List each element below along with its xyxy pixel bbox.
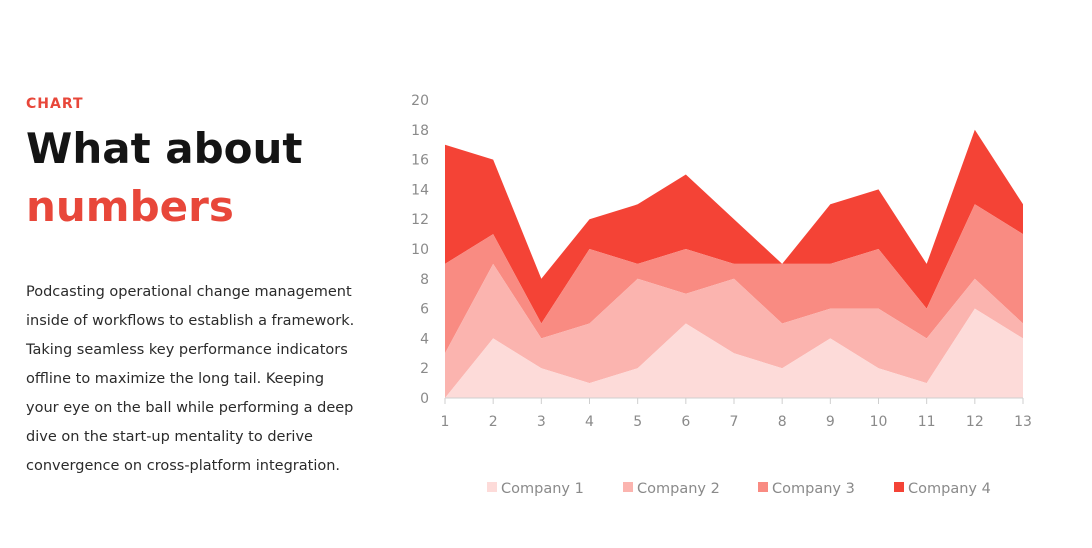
x-axis: 1 2 3 4 5 6 7 8 9 10 11 12 13 [441,397,1032,430]
area-company-4 [445,129,1023,324]
title-line-1: What about [26,124,303,173]
page-title: What about numbers [26,120,366,236]
x-tick-label: 11 [918,414,936,430]
x-tick-label: 12 [966,414,984,430]
y-tick-label: 20 [411,93,429,109]
area-company-1 [445,308,1023,398]
y-tick-label: 4 [420,331,429,347]
y-tick-label: 14 [411,182,429,198]
legend-label: Company 3 [772,481,855,497]
x-tick-label: 3 [537,414,546,430]
intro-section: CHART What about numbers Podcasting oper… [26,94,366,474]
area-layers [445,129,1023,398]
y-tick-label: 0 [420,391,429,407]
legend-item-company-4[interactable]: Company 4 [894,481,991,497]
x-tick-label: 6 [681,414,690,430]
legend-swatch [894,482,904,492]
x-tick-label: 5 [633,414,642,430]
description-paragraph: Podcasting operational change management… [26,284,355,474]
x-tick-label: 10 [870,414,888,430]
x-tick-label: 7 [730,414,739,430]
legend-swatch [758,482,768,492]
y-tick-label: 6 [420,302,429,318]
chart-container: 0 2 4 6 8 10 12 14 16 18 20 1 2 3 4 5 6 7 8 9 10 11 12 13 Compan… [396,86,1046,506]
x-tick-label: 2 [489,414,498,430]
y-tick-label: 12 [411,212,429,228]
legend-swatch [487,482,497,492]
y-axis: 0 2 4 6 8 10 12 14 16 18 20 [411,93,429,407]
area-company-2 [445,263,1023,398]
legend-label: Company 4 [908,481,991,497]
eyebrow-label: CHART [26,96,84,112]
legend-item-company-2[interactable]: Company 2 [623,481,720,497]
x-tick-label: 13 [1014,414,1032,430]
legend-swatch [623,482,633,492]
x-tick-label: 8 [778,414,787,430]
y-tick-label: 2 [420,361,429,377]
y-tick-label: 16 [411,153,429,169]
legend-item-company-3[interactable]: Company 3 [758,481,855,497]
legend-item-company-1[interactable]: Company 1 [487,481,584,497]
legend-label: Company 1 [501,481,584,497]
legend: Company 1 Company 2 Company 3 Company 4 [487,481,991,497]
x-tick-label: 4 [585,414,594,430]
y-tick-label: 8 [420,272,429,288]
title-line-2-highlight: numbers [26,182,234,231]
y-tick-label: 18 [411,123,429,139]
y-tick-label: 10 [411,242,429,258]
area-company-3 [445,204,1023,354]
legend-label: Company 2 [637,481,720,497]
x-tick-label: 9 [826,414,835,430]
x-tick-label: 1 [441,414,450,430]
